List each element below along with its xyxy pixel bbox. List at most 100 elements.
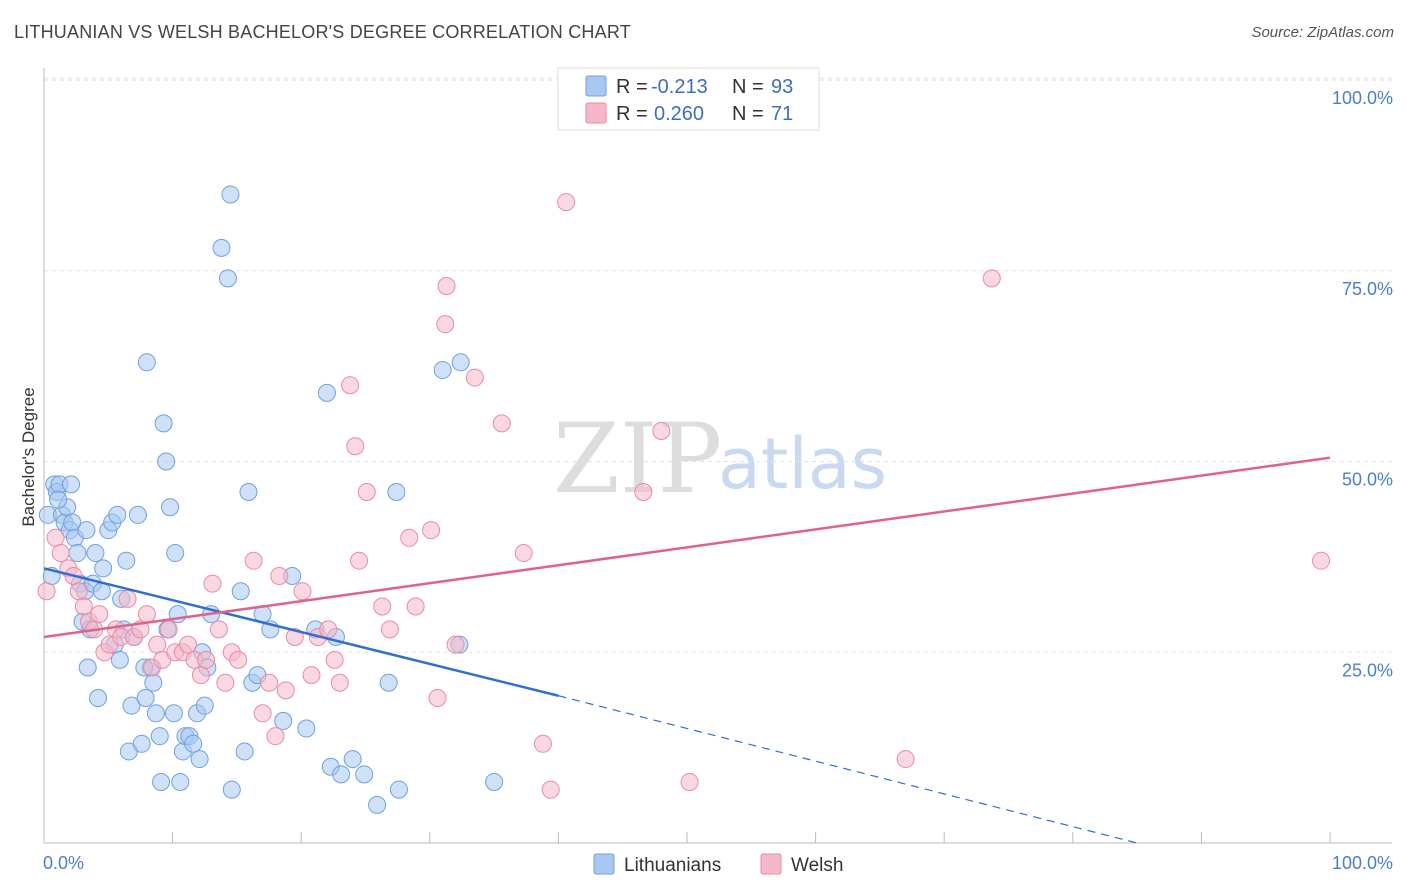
welsh-point-17: [137, 605, 156, 624]
welsh-point-46: [341, 376, 360, 395]
lithuanians-point-66: [297, 719, 316, 738]
lithuanians-point-57: [222, 780, 241, 799]
lithuanians-point-35: [144, 673, 163, 692]
lithuanians-point-25: [110, 650, 129, 669]
welsh-point-44: [325, 650, 344, 669]
lithuanians-point-71: [332, 765, 351, 784]
x-tick-label-min: 0.0%: [43, 853, 84, 873]
welsh-point-45: [330, 673, 349, 692]
welsh-point-14: [118, 589, 137, 608]
welsh-point-68: [896, 750, 915, 769]
lithuanians-point-31: [128, 505, 147, 524]
lithuanians-point-68: [317, 383, 336, 402]
lithuanians-point-56: [218, 269, 237, 288]
welsh-point-60: [492, 414, 511, 433]
bottom-legend-label-welsh: Welsh: [791, 855, 843, 876]
lithuanians-point-49: [184, 734, 203, 753]
welsh-point-0: [37, 582, 56, 601]
welsh-point-1: [46, 528, 65, 547]
lithuanians-point-83: [221, 185, 240, 204]
chart-title: LITHUANIAN VS WELSH BACHELOR'S DEGREE CO…: [14, 22, 631, 42]
welsh-point-21: [159, 620, 178, 639]
welsh-point-27: [197, 650, 216, 669]
y-axis-title: Bachelor's Degree: [19, 387, 38, 526]
lithuanians-point-91: [152, 772, 171, 791]
welsh-point-2: [51, 544, 70, 563]
lithuanians-point-59: [235, 742, 254, 761]
welsh-point-5: [69, 582, 88, 601]
legend-r-label-1: R =: [616, 76, 648, 98]
series-welsh: [37, 193, 1330, 799]
welsh-point-57: [446, 635, 465, 654]
welsh-point-67: [680, 772, 699, 791]
welsh-point-24: [179, 635, 198, 654]
legend-r-label-2: R =: [616, 103, 648, 125]
welsh-point-64: [557, 193, 576, 212]
lithuanians-point-55: [212, 238, 231, 257]
lithuanians-point-72: [343, 750, 362, 769]
welsh-point-19: [148, 635, 167, 654]
trend-line-lithuanians-extrapolated: [558, 695, 1138, 844]
lithuanians-point-64: [274, 711, 293, 730]
y-tick-label-75: 75.0%: [1342, 279, 1393, 299]
welsh-point-62: [533, 734, 552, 753]
lithuanians-point-60: [239, 483, 258, 502]
bottom-legend-swatch-lithuanians: [593, 853, 615, 875]
welsh-point-38: [276, 681, 295, 700]
trend-lines: [43, 456, 1331, 844]
lithuanians-point-42: [164, 704, 183, 723]
lithuanians-point-76: [387, 483, 406, 502]
lithuanians-point-18: [86, 544, 105, 563]
welsh-point-66: [652, 421, 671, 440]
welsh-point-6: [74, 597, 93, 616]
lithuanians-point-32: [132, 734, 151, 753]
lithuanians-point-89: [62, 475, 81, 494]
watermark-atlas: atlas: [718, 423, 887, 505]
series-legend: Lithuanians Welsh: [593, 853, 843, 876]
lithuanians-point-33: [136, 689, 155, 708]
lithuanians-point-41: [161, 498, 180, 517]
lithuanians-point-78: [433, 360, 452, 379]
y-tick-label-50: 50.0%: [1342, 470, 1393, 490]
welsh-point-56: [436, 315, 455, 334]
lithuanians-point-15: [78, 658, 97, 677]
welsh-point-30: [216, 673, 235, 692]
welsh-point-26: [191, 666, 210, 685]
lithuanians-point-19: [89, 689, 108, 708]
lithuanians-point-43: [166, 544, 185, 563]
welsh-point-58: [437, 277, 456, 296]
grid-lines: [44, 77, 1392, 653]
legend-r-value-1: -0.213: [651, 76, 708, 98]
lithuanians-point-20: [94, 559, 113, 578]
lithuanians-point-58: [231, 582, 250, 601]
welsh-point-47: [346, 437, 365, 456]
correlation-legend: R = -0.213 N = 93 R = 0.260 N = 71: [557, 67, 820, 131]
lithuanians-point-81: [485, 772, 504, 791]
lithuanians-point-29: [122, 696, 141, 715]
welsh-point-43: [319, 620, 338, 639]
welsh-point-55: [428, 689, 447, 708]
welsh-point-50: [373, 597, 392, 616]
trend-line-lithuanians: [43, 567, 559, 697]
legend-n-label-2: N =: [732, 103, 764, 125]
lithuanians-point-38: [154, 414, 173, 433]
lithuanians-point-80: [451, 353, 470, 372]
welsh-point-51: [380, 620, 399, 639]
welsh-point-52: [400, 528, 419, 547]
welsh-point-59: [465, 368, 484, 387]
lithuanians-point-45: [171, 772, 190, 791]
lithuanians-point-39: [157, 452, 176, 471]
legend-n-value-2: 71: [771, 103, 793, 125]
welsh-point-61: [514, 544, 533, 563]
welsh-point-48: [350, 551, 369, 570]
lithuanians-point-24: [108, 505, 127, 524]
y-tick-labels: 25.0% 50.0% 75.0% 100.0%: [1332, 88, 1393, 680]
legend-swatch-welsh: [585, 102, 607, 124]
lithuanians-point-75: [379, 673, 398, 692]
welsh-point-28: [203, 574, 222, 593]
legend-n-label-1: N =: [732, 76, 764, 98]
welsh-point-40: [293, 582, 312, 601]
welsh-point-9: [90, 605, 109, 624]
lithuanians-point-82: [137, 353, 156, 372]
legend-n-value-1: 93: [771, 76, 793, 98]
